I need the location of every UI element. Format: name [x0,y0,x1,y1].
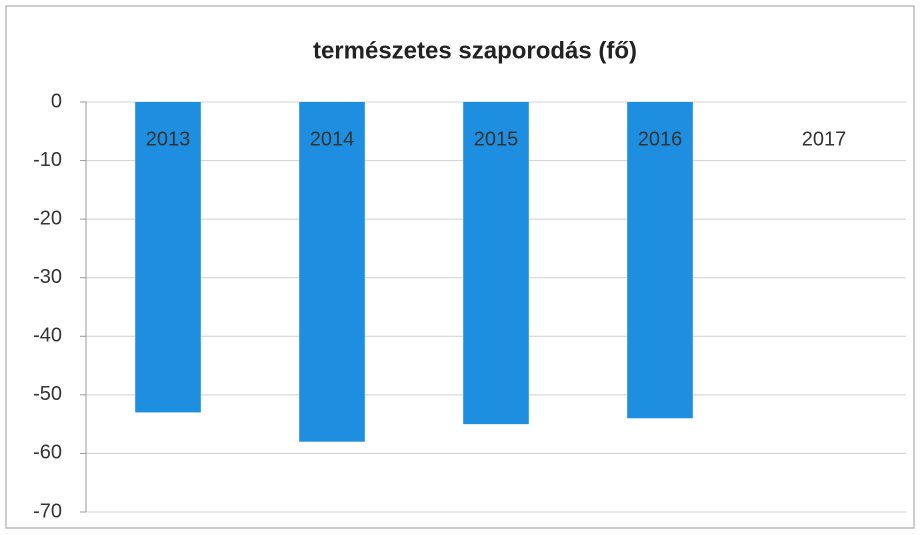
y-tick-label: -40 [33,325,62,347]
x-tick-label: 2014 [310,128,355,150]
y-tick-label: -30 [33,266,62,288]
y-tick-label: -10 [33,149,62,171]
chart-title: természetes szaporodás (fő) [313,37,637,64]
x-tick-label: 2013 [146,128,191,150]
bar [463,102,529,425]
y-tick-label: -50 [33,383,62,405]
y-tick-label: -60 [33,442,62,464]
x-tick-label: 2015 [474,128,519,150]
bar [135,102,201,413]
y-tick-label: -20 [33,207,62,229]
bar [299,102,365,442]
bar [627,102,693,419]
y-tick-label: 0 [51,90,62,112]
y-tick-label: -70 [33,500,62,522]
x-tick-label: 2016 [638,128,683,150]
x-tick-label: 2017 [802,128,847,150]
